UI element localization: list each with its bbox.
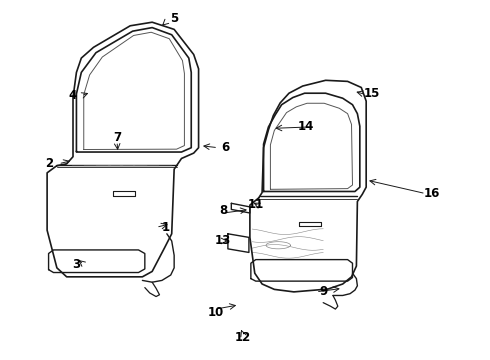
Text: 2: 2 bbox=[46, 157, 53, 170]
Text: 15: 15 bbox=[364, 87, 380, 100]
Text: 6: 6 bbox=[221, 141, 230, 154]
Text: 14: 14 bbox=[298, 121, 314, 134]
Text: 7: 7 bbox=[113, 131, 121, 144]
Text: 16: 16 bbox=[423, 187, 440, 200]
Text: 5: 5 bbox=[170, 12, 178, 25]
Text: 3: 3 bbox=[73, 258, 80, 271]
Text: 13: 13 bbox=[215, 234, 231, 247]
Text: 1: 1 bbox=[162, 221, 170, 234]
Text: 11: 11 bbox=[247, 198, 264, 211]
Text: 8: 8 bbox=[220, 204, 228, 217]
Text: 12: 12 bbox=[234, 330, 251, 343]
Text: 9: 9 bbox=[319, 285, 327, 298]
Text: 4: 4 bbox=[69, 89, 77, 102]
Text: 10: 10 bbox=[208, 306, 224, 319]
